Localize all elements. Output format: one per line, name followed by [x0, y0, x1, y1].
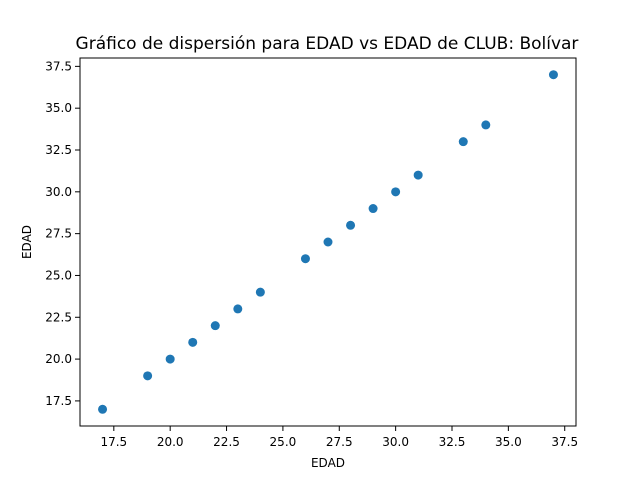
plot-frame [79, 57, 577, 427]
x-tick-label: 27.5 [326, 435, 353, 449]
x-tick-label: 22.5 [213, 435, 240, 449]
scatter-point [481, 120, 491, 130]
y-axis-label: EDAD [20, 225, 34, 259]
y-tick-label: 37.5 [45, 59, 72, 73]
scatter-point [98, 404, 108, 414]
scatter-point [368, 204, 378, 214]
scatter-point [300, 254, 310, 264]
x-tick-label: 25.0 [270, 435, 297, 449]
x-axis-label: EDAD [311, 456, 345, 470]
scatter-point [255, 287, 265, 297]
x-tick-label: 35.0 [495, 435, 522, 449]
x-tick-label: 17.5 [100, 435, 127, 449]
scatter-point [210, 321, 220, 331]
scatter-point [165, 354, 175, 364]
scatter-point [391, 187, 401, 197]
chart-title: Gráfico de dispersión para EDAD vs EDAD … [76, 34, 579, 54]
y-tick-label: 32.5 [45, 143, 72, 157]
x-tick-label: 20.0 [157, 435, 184, 449]
y-tick-label: 25.0 [45, 268, 72, 282]
scatter-point [458, 137, 468, 147]
y-tick-label: 27.5 [45, 227, 72, 241]
x-axis-ticks: 17.5 20.0 22.5 25.0 27.5 30.0 32.5 35.0 37.5 [100, 426, 578, 449]
scatter-point [346, 220, 356, 230]
scatter-point [188, 337, 198, 347]
x-tick-label: 37.5 [551, 435, 578, 449]
y-tick-label: 30.0 [45, 185, 72, 199]
y-axis-ticks: 17.5 20.0 22.5 25.0 27.5 30.0 32.5 35.0 37.5 [45, 59, 80, 408]
scatter-point [548, 70, 558, 80]
scatter-point [233, 304, 243, 314]
y-tick-label: 22.5 [45, 310, 72, 324]
plot-marks [98, 70, 558, 414]
y-tick-label: 17.5 [45, 394, 72, 408]
scatter-point [143, 371, 153, 381]
y-tick-label: 35.0 [45, 101, 72, 115]
x-tick-label: 30.0 [382, 435, 409, 449]
x-tick-label: 32.5 [439, 435, 466, 449]
scatter-point [323, 237, 333, 247]
scatter-point [413, 170, 423, 180]
y-tick-label: 20.0 [45, 352, 72, 366]
